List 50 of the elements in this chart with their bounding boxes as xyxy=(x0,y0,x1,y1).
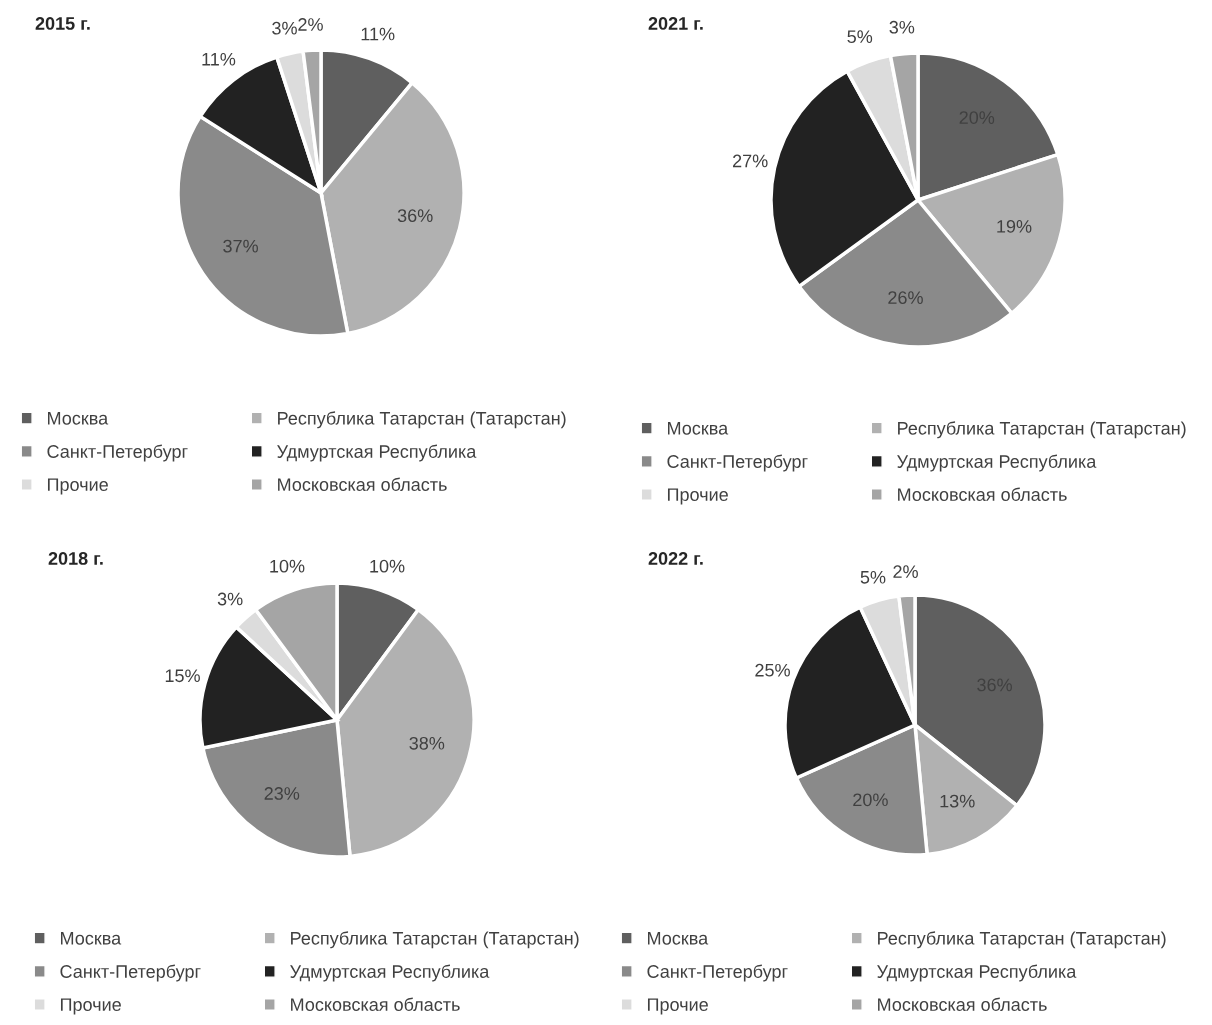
legend-label: Республика Татарстан (Татарстан) xyxy=(291,931,579,949)
legend-label: Республика Татарстан (Татарстан) xyxy=(878,931,1166,949)
data-label: 11% xyxy=(361,27,395,41)
legend-label: Москва xyxy=(48,412,109,425)
data-label: 5% xyxy=(847,30,873,44)
legend-label: Московская область xyxy=(278,477,447,491)
data-label: 3% xyxy=(217,592,243,606)
legend-label: Санкт-Петербург xyxy=(60,964,201,982)
data-label: 2% xyxy=(893,565,918,578)
data-label: 26% xyxy=(888,291,923,305)
legend-label: Прочие xyxy=(667,488,728,505)
data-label: 13% xyxy=(940,794,975,808)
data-label: 3% xyxy=(889,20,915,34)
legend-label: Прочие xyxy=(47,478,108,495)
legend-label: Москва xyxy=(61,932,122,945)
data-label: 15% xyxy=(165,669,200,683)
legend-label: Москва xyxy=(668,422,729,435)
data-label: 3% xyxy=(272,21,297,35)
legend-label: Московская область xyxy=(878,997,1047,1011)
legend-label: Санкт-Петербург xyxy=(47,444,188,462)
legend-label: Прочие xyxy=(60,998,121,1015)
chart-title: 2021 г. xyxy=(648,17,703,30)
data-label: 38% xyxy=(409,736,445,750)
legend-label: Республика Татарстан (Татарстан) xyxy=(278,411,566,429)
chart-title: 2018 г. xyxy=(48,552,103,565)
data-label: 20% xyxy=(853,793,888,807)
data-label: 27% xyxy=(732,154,768,168)
legend-label: Санкт-Петербург xyxy=(667,454,808,472)
legend-label: Московская область xyxy=(898,487,1067,501)
legend-label: Прочие xyxy=(647,998,708,1015)
legend-label: Удмуртская Республика xyxy=(290,964,490,982)
data-label: 11% xyxy=(202,52,236,66)
data-label: 36% xyxy=(397,209,433,223)
legend-label: Удмуртская Республика xyxy=(277,444,477,462)
legend-label: Москва xyxy=(648,932,709,945)
legend-label: Республика Татарстан (Татарстан) xyxy=(898,421,1186,439)
data-label: 2% xyxy=(298,18,323,31)
data-label: 10% xyxy=(370,559,405,573)
legend-label: Санкт-Петербург xyxy=(647,964,788,982)
data-label: 10% xyxy=(270,559,305,573)
legend-label: Удмуртская Республика xyxy=(877,964,1077,982)
chart-title: 2022 г. xyxy=(648,552,703,565)
legend-label: Московская область xyxy=(291,997,460,1011)
data-label: 5% xyxy=(860,570,886,584)
legend-label: Удмуртская Республика xyxy=(897,454,1097,472)
data-label: 19% xyxy=(997,219,1032,233)
data-label: 25% xyxy=(755,663,790,677)
data-label: 37% xyxy=(223,239,258,253)
data-label: 23% xyxy=(264,787,300,800)
chart-title: 2015 г. xyxy=(35,17,90,30)
